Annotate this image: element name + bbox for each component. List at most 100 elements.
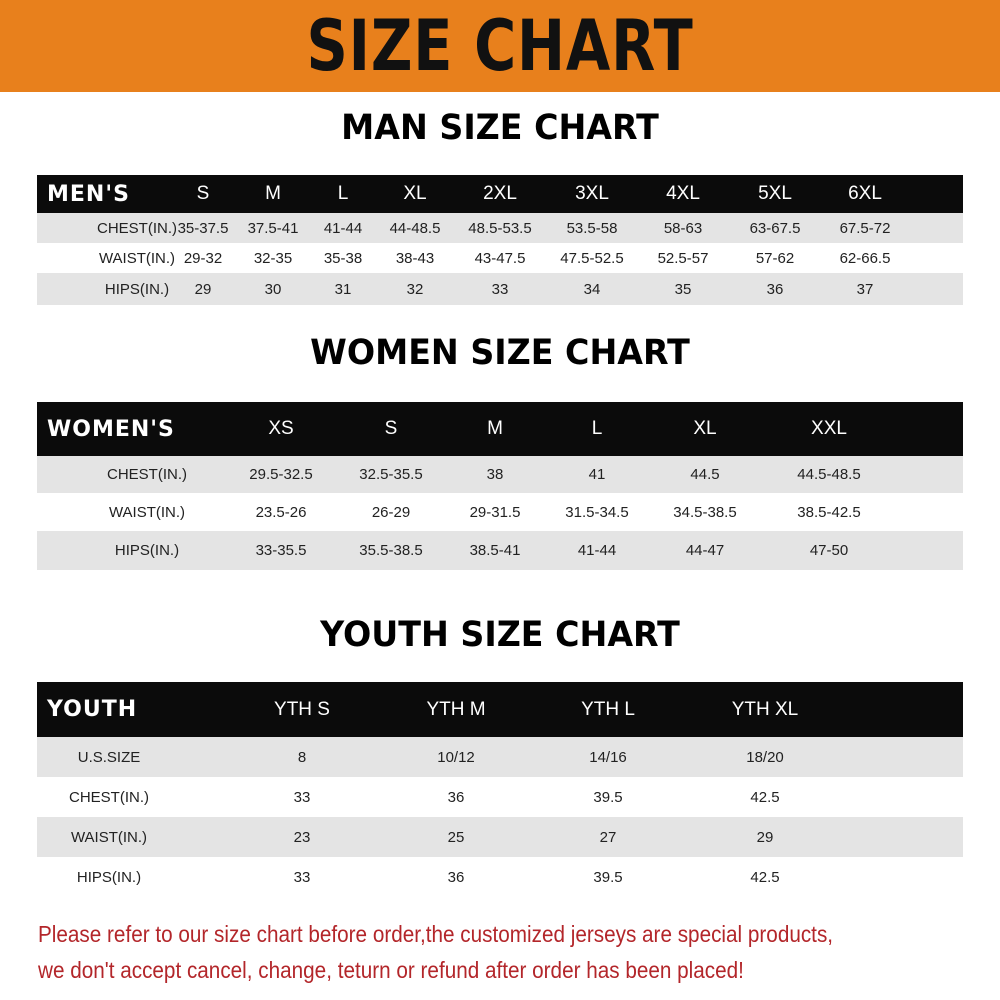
row-label: WAIST(IN.) [98,249,176,267]
table-row: HIPS(IN.) 33-35.5 35.5-38.5 38.5-41 41-44 44-… [37,531,963,570]
table-cell: 62-66.5 [839,249,891,267]
table-row: HIPS(IN.) 33 36 39.5 42.5 [37,857,963,898]
table-row: U.S.SIZE 8 10/12 14/16 18/20 [37,737,963,777]
size-header: L [591,418,603,439]
row-label: HIPS(IN.) [76,869,142,886]
youth-section-title: YOUTH SIZE CHART [320,615,680,655]
row-label: WAIST(IN.) [70,828,148,846]
table-cell: 29 [756,828,774,846]
women-size-table: WOMEN'S XS S M L XL XXL CHEST(IN.) 29.5-32.5 32.5… [37,402,963,570]
size-header: 5XL [758,183,792,204]
notice-line-2: we don't accept cancel, change, teturn o… [38,957,744,983]
table-cell: 41 [588,466,606,483]
table-cell: 41-44 [323,219,363,237]
table-row: CHEST(IN.) 33 36 39.5 42.5 [37,777,963,817]
table-cell: 57-62 [755,249,795,267]
size-header: XL [693,418,717,439]
table-cell: 32 [406,280,424,298]
women-section-title: WOMEN SIZE CHART [310,333,690,373]
table-cell: 42.5 [750,788,780,806]
table-cell: 10/12 [437,748,475,766]
table-cell: 67.5-72 [839,219,891,237]
table-cell: 35-38 [323,249,363,267]
table-cell: 31 [334,280,352,298]
table-row: WAIST(IN.) 29-32 32-35 35-38 38-43 43-47.5 47.… [37,243,963,273]
size-header: 4XL [666,183,700,204]
size-header: M [265,183,281,204]
table-cell: 58-63 [663,219,703,237]
row-label: U.S.SIZE [77,748,141,766]
table-cell: 44-47 [685,542,725,559]
table-cell: 33 [491,280,509,298]
table-cell: 35 [674,280,692,298]
table-cell: 41-44 [577,542,617,559]
table-cell: 35-37.5 [177,219,229,237]
row-label: HIPS(IN.) [114,542,180,559]
table-cell: 36 [447,788,465,806]
table-cell: 38.5-42.5 [797,503,861,521]
table-cell: 25 [447,828,465,846]
size-header: XS [268,418,294,439]
table-cell: 48.5-53.5 [468,219,532,237]
table-cell: 38 [486,466,504,483]
table-cell: 39.5 [593,788,623,806]
table-cell: 32-35 [253,249,293,267]
table-header-row: YOUTH YTH S YTH M YTH L YTH XL [37,682,963,737]
table-cell: 39.5 [593,869,623,886]
table-cell: 34.5-38.5 [673,503,737,521]
table-cell: 32.5-35.5 [359,466,423,483]
table-cell: 44-48.5 [389,219,441,237]
size-header: YTH S [274,698,330,720]
table-cell: 31.5-34.5 [565,503,629,521]
size-header: 2XL [483,183,517,204]
row-label: WAIST(IN.) [108,503,186,521]
table-cell: 23.5-26 [255,503,307,521]
title-banner: SIZE CHART [0,0,1000,92]
table-cell: 47.5-52.5 [560,249,624,267]
table-cell: 35.5-38.5 [359,542,423,559]
table-cell: 8 [297,748,307,766]
size-header: 6XL [848,183,882,204]
notice-line-1: Please refer to our size chart before or… [38,921,834,947]
table-cell: 36 [447,869,465,886]
size-header: YTH M [426,698,486,720]
table-row: CHEST(IN.) 29.5-32.5 32.5-35.5 38 41 44.5 44.5… [37,456,963,493]
size-header: YTH L [581,698,635,720]
table-cell: 42.5 [750,869,780,886]
men-section-title: MAN SIZE CHART [341,108,659,148]
size-header: 3XL [575,183,609,204]
size-header: S [196,183,210,204]
table-cell: 29-31.5 [469,503,521,521]
size-header: XXL [811,418,847,439]
table-cell: 44.5-48.5 [797,466,861,483]
table-cell: 38-43 [395,249,435,267]
table-header-label: YOUTH [47,697,138,722]
size-header: XL [403,183,427,204]
table-cell: 29-32 [183,249,223,267]
table-cell: 14/16 [589,748,627,766]
table-cell: 52.5-57 [657,249,709,267]
page-title: SIZE CHART [306,5,694,87]
table-row: WAIST(IN.) 23 25 27 29 [37,817,963,857]
table-cell: 26-29 [371,503,411,521]
size-header: M [487,418,503,439]
table-row: WAIST(IN.) 23.5-26 26-29 29-31.5 31.5-34.5 34… [37,493,963,531]
row-label: HIPS(IN.) [104,280,170,298]
table-cell: 33 [293,869,311,886]
table-header-row: WOMEN'S XS S M L XL XXL [37,402,963,456]
table-header-row: MEN'S S M L XL 2XL 3XL 4XL 5XL 6XL [37,175,963,213]
table-cell: 43-47.5 [474,249,526,267]
table-cell: 29 [194,280,212,298]
size-header: L [337,183,349,204]
table-cell: 34 [583,280,601,298]
table-cell: 18/20 [746,748,784,766]
size-header: S [384,418,398,439]
table-cell: 30 [264,280,282,298]
table-cell: 27 [599,828,617,846]
table-cell: 37.5-41 [247,219,299,237]
table-cell: 33-35.5 [255,542,307,559]
table-cell: 36 [766,280,784,298]
table-row: CHEST(IN.) 35-37.5 37.5-41 41-44 44-48.5 48.5… [37,213,963,243]
table-cell: 38.5-41 [469,542,521,559]
size-header: YTH XL [731,698,799,720]
